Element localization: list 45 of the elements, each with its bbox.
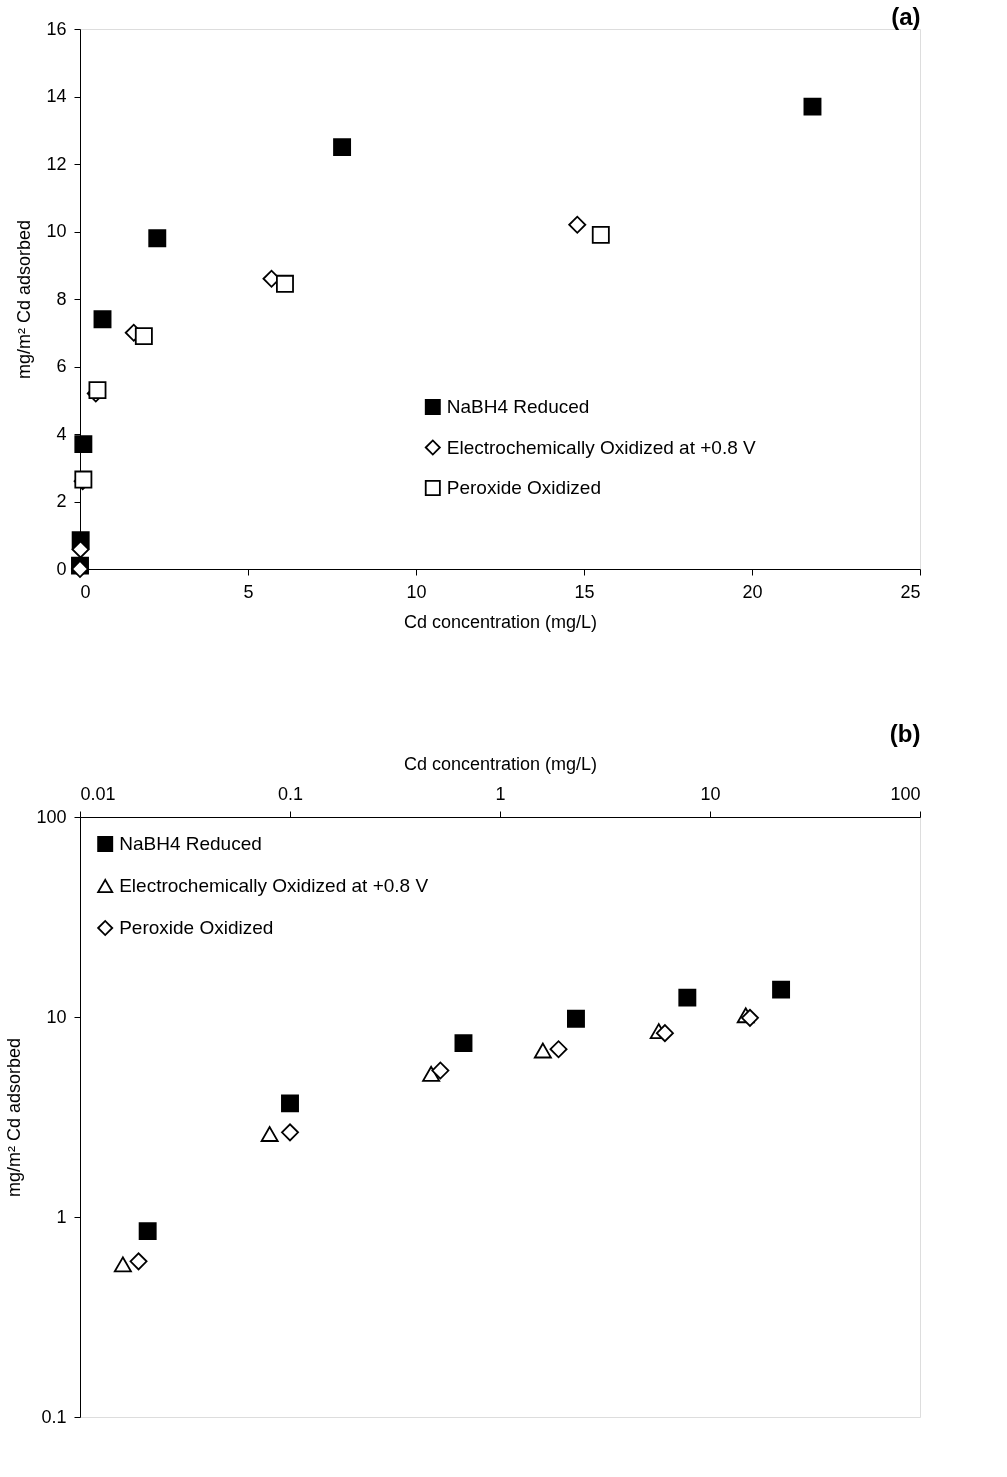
legend-label: Electrochemically Oxidized at +0.8 V [446,436,757,458]
point [148,229,167,248]
point [93,310,112,329]
x-tick-label: 20 [742,581,763,602]
y-tick-label: 16 [46,18,67,39]
legend-label: Peroxide Oxidized [119,917,274,938]
x-tick-label: 100 [890,783,921,804]
x-tick-label: 25 [900,581,921,602]
point [276,274,294,293]
y-tick-label: 4 [56,423,67,444]
x-axis-title: Cd concentration (mg/L) [403,753,598,774]
legend-label: Electrochemically Oxidized at +0.8 V [119,875,429,896]
y-tick-label: 8 [56,288,67,309]
x-axis-title: Cd concentration (mg/L) [403,611,598,632]
x-tick-label: 1 [495,783,506,804]
y-tick-label: 10 [46,221,67,241]
legend-label: NaBH4 Reduced [119,833,262,854]
legend-label: NaBH4 Reduced [446,396,590,417]
x-tick-label: 5 [243,581,254,602]
x-tick-label: 15 [574,581,595,602]
x-tick-label: 10 [406,581,427,602]
y-tick-label: 12 [46,153,67,174]
point [333,138,352,157]
x-tick-label: 0.1 [277,783,304,804]
point [74,435,93,454]
y-tick-label: 14 [46,86,67,106]
y-tick-label: 100 [36,806,67,827]
y-axis-title: mg/m² Cd adsorbed [4,1037,25,1198]
x-tick-label: 0 [80,581,91,602]
y-tick-label: 2 [56,491,67,511]
y-tick-label: 10 [46,1006,67,1027]
point [591,225,610,244]
point [803,97,822,116]
x-tick-label: 0.01 [80,783,116,804]
point [134,327,153,346]
y-tick-label: 0.1 [41,1406,67,1427]
legend-label: Peroxide Oxidized [446,477,601,498]
y-tick-label: 6 [56,356,67,376]
y-tick-label: 1 [56,1206,67,1227]
y-tick-label: 0 [56,558,67,579]
x-tick-label: 10 [700,783,721,804]
point [71,560,89,578]
chart-title: (a) [891,3,921,30]
chart-title: (b) [889,720,921,747]
y-axis-title: mg/m² Cd adsorbed [14,219,35,380]
